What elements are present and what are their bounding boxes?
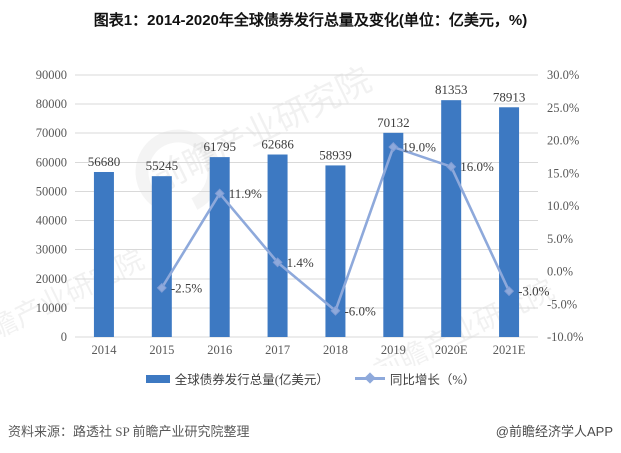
bar-value-label: 62686	[261, 137, 294, 152]
bar-value-label: 55245	[146, 158, 179, 173]
brand-note: @前瞻经济学人APP	[495, 424, 613, 439]
bar-2017	[267, 154, 288, 337]
right-axis-tick: -10.0%	[547, 330, 583, 344]
left-axis-tick: 0	[61, 330, 67, 344]
left-axis-tick: 70000	[36, 126, 67, 140]
bar-value-label: 70132	[377, 115, 410, 130]
right-axis-tick: 0.0%	[547, 265, 573, 279]
left-axis-tick: 60000	[36, 155, 67, 169]
chart-title: 图表1：2014-2020年全球债券发行总量及变化(单位：亿美元，%)	[93, 12, 528, 29]
line-marker-icon	[330, 305, 341, 316]
legend-item-line: 同比增长（%）	[354, 369, 476, 388]
right-axis-tick: 5.0%	[547, 232, 573, 246]
left-axis-tick: 20000	[36, 272, 67, 286]
line-value-label: 16.0%	[460, 159, 494, 174]
left-axis-tick: 90000	[36, 68, 67, 82]
x-axis-category: 2018	[323, 343, 348, 357]
bar-value-label: 81353	[435, 82, 468, 97]
legend-label-line: 同比增长（%）	[389, 373, 476, 387]
right-axis-tick: -5.0%	[547, 297, 577, 311]
bar-2016	[209, 157, 230, 337]
bar-value-label: 78913	[493, 89, 526, 104]
watermark-text: 前瞻产业研究院	[0, 244, 149, 358]
x-axis-category: 2014	[91, 343, 117, 357]
source-note: 资料来源：路透社 SP 前瞻产业研究院整理	[8, 424, 250, 439]
bar-swatch-icon	[145, 374, 170, 383]
diamond-marker-icon	[364, 372, 376, 384]
bar-value-label: 58939	[319, 147, 352, 162]
line-value-label: -2.5%	[171, 280, 203, 295]
bar-2020E	[441, 100, 462, 337]
bar-2019	[383, 132, 404, 337]
right-axis-tick: 20.0%	[547, 134, 579, 148]
x-axis-category: 2016	[207, 343, 232, 357]
line-marker-icon	[214, 188, 225, 199]
line-marker-icon	[446, 161, 457, 172]
left-axis-tick: 30000	[36, 243, 67, 257]
left-axis-tick: 40000	[36, 214, 67, 228]
right-axis-tick: 30.0%	[547, 68, 579, 82]
line-value-label: 19.0%	[402, 140, 436, 155]
line-value-label: 1.4%	[287, 255, 314, 270]
line-marker-icon	[504, 286, 515, 297]
line-marker-icon	[156, 282, 167, 293]
line-value-label: -6.0%	[344, 303, 376, 318]
line-swatch-icon	[354, 372, 385, 384]
bar-2014	[93, 171, 114, 337]
x-axis-category: 2015	[149, 343, 174, 357]
x-axis-category: 2021E	[493, 343, 526, 357]
left-axis-tick: 80000	[36, 97, 67, 111]
right-axis-tick: 15.0%	[547, 166, 579, 180]
bar-2015	[151, 176, 172, 337]
x-axis-category: 2019	[381, 343, 406, 357]
legend-item-bars: 全球债券发行总量(亿美元）	[145, 369, 329, 388]
bar-2021E	[499, 107, 520, 338]
legend: 全球债券发行总量(亿美元） 同比增长（%）	[0, 369, 621, 388]
line-value-label: -3.0%	[518, 284, 550, 299]
line-marker-icon	[388, 142, 399, 153]
right-axis-tick: 10.0%	[547, 199, 579, 213]
footer: 资料来源：路透社 SP 前瞻产业研究院整理 @前瞻经济学人APP	[0, 423, 621, 441]
left-axis-tick: 50000	[36, 184, 67, 198]
line-marker-icon	[272, 257, 283, 268]
legend-label-bars: 全球债券发行总量(亿美元）	[174, 373, 329, 387]
x-axis-category: 2020E	[435, 343, 468, 357]
line-value-label: 11.9%	[229, 186, 262, 201]
bar-value-label: 61795	[203, 139, 236, 154]
left-axis-tick: 10000	[36, 301, 67, 315]
bar-value-label: 56680	[88, 154, 121, 169]
right-axis-tick: 25.0%	[547, 101, 579, 115]
x-axis-category: 2017	[265, 343, 290, 357]
